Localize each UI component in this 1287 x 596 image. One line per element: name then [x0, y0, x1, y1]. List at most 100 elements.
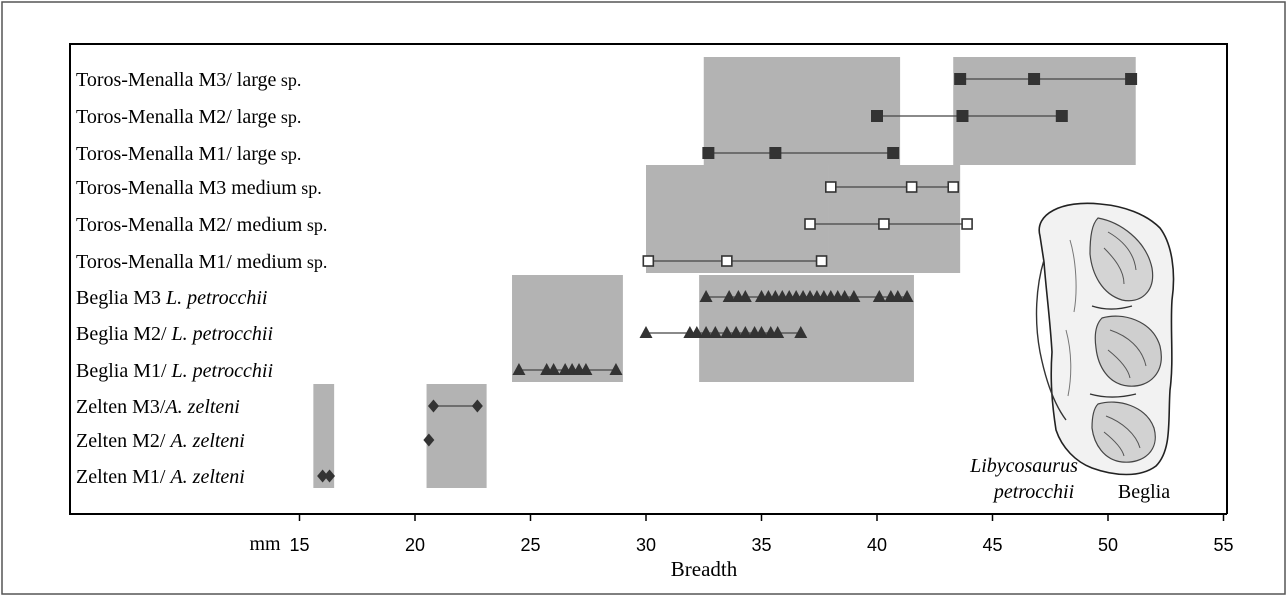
molar-drawing — [1035, 202, 1175, 476]
row-label-main-7: Beglia M2/ — [76, 323, 172, 345]
plot-frame — [69, 43, 1228, 515]
range-box-3 — [828, 165, 961, 273]
x-tick-label-40: 40 — [867, 535, 887, 555]
data-point-7-6 — [729, 326, 743, 338]
data-point-2-1 — [769, 147, 782, 159]
row-labels: Toros-Menalla M3/ large sp.Toros-Menalla… — [76, 69, 327, 488]
data-point-7-4 — [708, 326, 722, 338]
data-point-3-0 — [824, 181, 837, 193]
data-point-7-5 — [720, 326, 734, 338]
row-label-suffix-4: sp. — [302, 215, 327, 235]
data-point-6-20 — [891, 290, 905, 302]
row-label-5: Toros-Menalla M1/ medium sp. — [76, 251, 327, 273]
data-point-4-0 — [804, 218, 816, 230]
x-tick-label-55: 55 — [1213, 535, 1233, 555]
axis-unit-label: mm — [249, 533, 281, 555]
data-point-7-11 — [771, 326, 785, 338]
range-box-5 — [699, 275, 914, 382]
row-label-11: Zelten M1/ A. zelteni — [76, 466, 245, 488]
data-point-5-1 — [721, 255, 733, 267]
x-tick-label-30: 30 — [636, 535, 656, 555]
row-label-main-10: Zelten M2/ — [76, 430, 170, 452]
row-label-main-1: Toros-Menalla M2/ large — [76, 106, 277, 128]
row-label-main-2: Toros-Menalla M1/ large — [76, 143, 277, 165]
data-point-8-0 — [512, 363, 526, 375]
row-label-suffix-3: sp. — [297, 178, 322, 198]
data-point-8-7 — [609, 363, 623, 375]
row-label-4: Toros-Menalla M2/ medium sp. — [76, 214, 327, 236]
data-point-2-2 — [887, 147, 900, 159]
row-label-7: Beglia M2/ L. petrocchii — [76, 323, 273, 345]
row-label-suffix-1: sp. — [276, 107, 301, 127]
data-point-6-0 — [699, 290, 713, 302]
annotation-genus: Libycosaurus — [969, 455, 1078, 477]
row-label-main-6: Beglia M3 — [76, 287, 166, 309]
row-label-main-9: Zelten M3/ — [76, 396, 166, 418]
annotation-locality: Beglia — [1118, 481, 1170, 503]
range-boxes — [313, 57, 1136, 488]
data-point-6-17 — [847, 290, 861, 302]
row-label-8: Beglia M1/ L. petrocchii — [76, 360, 273, 382]
row-label-3: Toros-Menalla M3 medium sp. — [76, 177, 322, 199]
data-point-0-1 — [1028, 73, 1041, 85]
range-box-1 — [953, 57, 1136, 165]
annotation-species: petrocchii — [992, 481, 1074, 503]
row-label-taxon-9: A. zelteni — [163, 396, 239, 418]
row-label-main-4: Toros-Menalla M2/ medium — [76, 214, 303, 236]
row-label-taxon-11: A. zelteni — [168, 466, 244, 488]
row-label-main-11: Zelten M1/ — [76, 466, 170, 488]
range-box-7 — [426, 384, 487, 488]
row-label-suffix-0: sp. — [276, 70, 301, 90]
row-label-taxon-6: L. petrocchii — [165, 287, 267, 309]
x-tick-label-25: 25 — [520, 535, 540, 555]
data-point-10-0 — [423, 433, 435, 447]
data-point-2-0 — [702, 147, 715, 159]
row-label-9: Zelten M3/A. zelteni — [76, 396, 240, 418]
data-point-9-1 — [471, 399, 483, 413]
row-label-6: Beglia M3 L. petrocchii — [76, 287, 267, 309]
data-point-0-2 — [1125, 73, 1138, 85]
row-label-2: Toros-Menalla M1/ large sp. — [76, 143, 301, 165]
data-point-7-2 — [690, 326, 704, 338]
data-point-4-2 — [961, 218, 973, 230]
data-point-1-0 — [871, 110, 883, 122]
data-point-7-3 — [699, 326, 713, 338]
data-point-7-12 — [794, 326, 808, 338]
data-point-8-6 — [579, 363, 593, 375]
row-label-suffix-2: sp. — [276, 144, 301, 164]
data-point-5-0 — [642, 255, 655, 267]
x-tick-label-20: 20 — [405, 535, 425, 555]
data-point-6-18 — [872, 290, 886, 302]
range-box-2 — [646, 165, 829, 273]
data-point-0-0 — [954, 73, 967, 85]
data-point-6-21 — [900, 290, 914, 302]
row-label-main-3: Toros-Menalla M3 medium — [76, 177, 297, 199]
data-point-4-1 — [878, 218, 890, 230]
data-point-7-9 — [755, 326, 768, 338]
data-point-7-7 — [738, 326, 752, 338]
data-point-6-3 — [738, 290, 752, 302]
data-point-1-2 — [1055, 110, 1068, 122]
x-tick-label-15: 15 — [289, 535, 309, 555]
range-box-4 — [512, 275, 623, 382]
data-point-1-1 — [956, 110, 969, 122]
data-point-11-1 — [324, 469, 336, 483]
x-tick-label-35: 35 — [751, 535, 771, 555]
data-point-3-1 — [905, 181, 918, 193]
row-label-taxon-8: L. petrocchii — [171, 360, 273, 382]
data-point-11-0 — [317, 469, 329, 483]
data-point-9-0 — [427, 399, 439, 413]
data-point-6-16 — [838, 290, 852, 302]
row-label-1: Toros-Menalla M2/ large sp. — [76, 106, 301, 128]
data-point-3-2 — [947, 181, 960, 193]
data-point-7-0 — [639, 326, 653, 338]
data-point-5-2 — [815, 255, 828, 267]
data-point-6-1 — [722, 290, 736, 302]
x-tick-label-50: 50 — [1098, 535, 1118, 555]
row-label-main-8: Beglia M1/ — [76, 360, 172, 382]
series-layer — [317, 73, 1138, 483]
x-axis-title: Breadth — [671, 557, 738, 581]
range-box-6 — [313, 384, 335, 488]
row-label-main-5: Toros-Menalla M1/ medium — [76, 251, 303, 273]
